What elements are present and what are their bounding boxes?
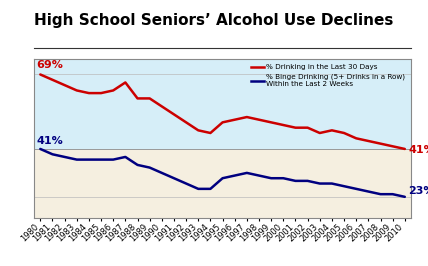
Legend: % Drinking in the Last 30 Days, % Binge Drinking (5+ Drinks in a Row)
Within the: % Drinking in the Last 30 Days, % Binge … — [249, 62, 407, 90]
Text: 69%: 69% — [37, 60, 63, 70]
Text: 41%: 41% — [408, 145, 428, 155]
Bar — [34, 59, 411, 149]
Text: 41%: 41% — [37, 136, 63, 146]
Text: High School Seniors’ Alcohol Use Declines: High School Seniors’ Alcohol Use Decline… — [34, 13, 394, 28]
Text: 23%: 23% — [408, 185, 428, 196]
Bar — [34, 149, 411, 218]
